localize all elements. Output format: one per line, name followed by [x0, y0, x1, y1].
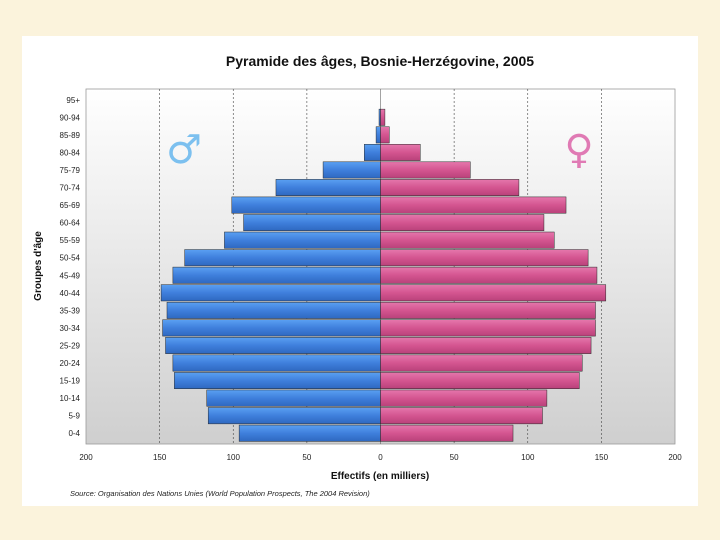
- bar-female-25-29: [380, 337, 592, 354]
- bar-female-30-34: [380, 319, 596, 337]
- source-note: Source: Organisation des Nations Unies (…: [70, 489, 370, 498]
- y-tick-label: 0-4: [68, 429, 80, 438]
- bar-male-0-4: [238, 424, 381, 442]
- bar-male-85-89: [375, 126, 381, 144]
- y-tick-label: 70-74: [60, 184, 81, 193]
- bar-male-30-34: [162, 319, 381, 337]
- y-tick-labels: 95+ 90-94 85-89 80-84 75-79 70-74 65-69 60-64 55…: [60, 96, 81, 438]
- y-tick-label: 35-39: [60, 306, 81, 315]
- bar-female-40-44: [380, 284, 607, 302]
- female-symbol-icon: ♀: [564, 127, 593, 173]
- y-tick-label: 45-49: [60, 271, 81, 280]
- x-tick-labels: 200 150 100 50 0 50 100 150 200: [79, 453, 682, 462]
- x-tick-label: 200: [79, 453, 93, 462]
- x-tick-label: 150: [153, 453, 167, 462]
- bar-female-50-54: [380, 249, 589, 267]
- bar-female-55-59: [380, 231, 555, 249]
- x-tick-label: 100: [521, 453, 535, 462]
- bar-male-80-84: [364, 144, 381, 161]
- x-tick-label: 100: [227, 453, 241, 462]
- bar-male-20-24: [172, 354, 381, 372]
- bar-male-50-54: [184, 249, 381, 267]
- bar-male-10-14: [206, 389, 381, 407]
- y-tick-label: 65-69: [60, 201, 81, 210]
- bar-male-65-69: [231, 196, 381, 214]
- x-tick-label: 200: [668, 453, 682, 462]
- bar-male-60-64: [243, 214, 381, 232]
- x-axis-label: Effectifs (en milliers): [331, 471, 429, 482]
- bar-female-0-4: [380, 424, 514, 442]
- bar-male-35-39: [166, 301, 381, 319]
- bar-female-85-89: [380, 126, 390, 144]
- y-tick-label: 75-79: [60, 166, 81, 175]
- population-pyramid-chart: Pyramide des âges, Bosnie-Herzégovine, 2…: [33, 53, 682, 498]
- x-tick-label: 50: [302, 453, 311, 462]
- male-symbol-icon: ♂: [166, 127, 202, 173]
- bar-male-45-49: [172, 266, 381, 284]
- bar-male-5-9: [207, 407, 381, 425]
- bar-female-10-14: [380, 389, 548, 407]
- bar-female-35-39: [380, 301, 596, 319]
- y-tick-label: 15-19: [60, 377, 81, 386]
- bar-female-20-24: [380, 354, 583, 372]
- bar-female-90-94: [380, 108, 386, 126]
- bar-female-80-84: [380, 144, 421, 161]
- chart-title: Pyramide des âges, Bosnie-Herzégovine, 2…: [226, 53, 534, 69]
- bars: [160, 108, 607, 442]
- bar-female-70-74: [380, 179, 520, 196]
- bar-male-15-19: [174, 372, 381, 389]
- x-tick-label: 150: [595, 453, 609, 462]
- bar-male-25-29: [165, 337, 381, 354]
- bar-female-65-69: [380, 196, 567, 214]
- bar-male-55-59: [224, 231, 381, 249]
- bar-male-70-74: [275, 179, 381, 196]
- y-axis-label: Groupes d'âge: [33, 231, 44, 301]
- bar-female-45-49: [380, 266, 598, 284]
- bar-female-75-79: [380, 161, 471, 179]
- slide-panel: Pyramide des âges, Bosnie-Herzégovine, 2…: [22, 36, 698, 506]
- y-tick-label: 10-14: [60, 394, 81, 403]
- y-tick-label: 60-64: [60, 219, 81, 228]
- x-tick-label: 0: [378, 453, 383, 462]
- bar-male-75-79: [322, 161, 381, 179]
- bar-male-40-44: [160, 284, 381, 302]
- y-tick-label: 40-44: [60, 289, 81, 298]
- y-tick-label: 25-29: [60, 341, 81, 350]
- y-tick-label: 95+: [66, 96, 80, 105]
- y-tick-label: 20-24: [60, 359, 81, 368]
- y-tick-label: 85-89: [60, 131, 81, 140]
- bar-female-15-19: [380, 372, 580, 389]
- y-tick-label: 90-94: [60, 113, 81, 122]
- y-tick-label: 30-34: [60, 324, 81, 333]
- y-tick-label: 80-84: [60, 148, 81, 157]
- y-tick-label: 50-54: [60, 254, 81, 263]
- x-tick-label: 50: [450, 453, 459, 462]
- y-tick-label: 5-9: [68, 412, 80, 421]
- bar-female-60-64: [380, 214, 545, 232]
- y-tick-label: 55-59: [60, 236, 81, 245]
- bar-female-5-9: [380, 407, 543, 425]
